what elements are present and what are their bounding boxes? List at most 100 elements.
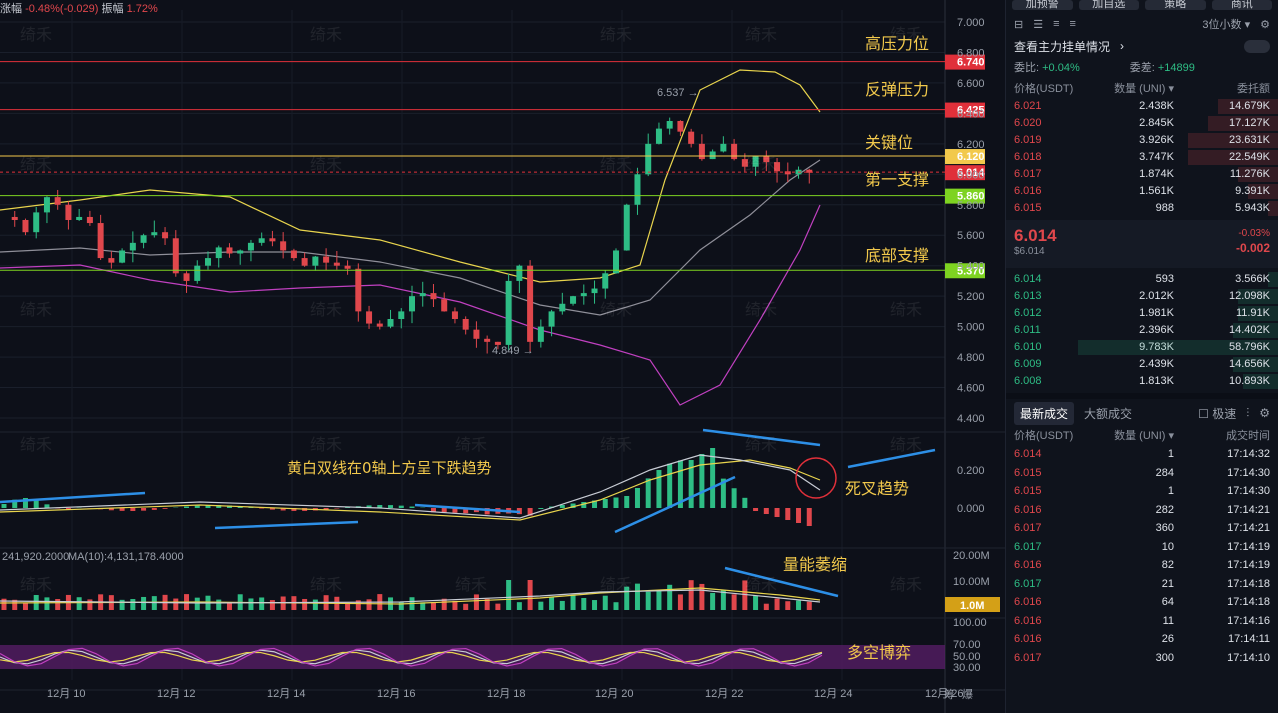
price-level-label: 6.120 (957, 151, 985, 163)
news-button[interactable]: 商讯 (1211, 0, 1272, 10)
strategy-button[interactable]: 策略 (1145, 0, 1206, 10)
watermark: 绮禾 (600, 300, 632, 319)
chart-area[interactable]: 6.740 6.425 6.120 6.014 5.860 5.370 7.000 6.80… (0, 0, 1005, 713)
date-label: 12月 14 (267, 688, 306, 700)
volume-bar (430, 601, 436, 610)
main-orders-link[interactable]: 查看主力挂单情况 › (1006, 34, 1278, 58)
bid-row[interactable]: 6.013 2.012K 12.098K (1006, 288, 1278, 305)
toggle-switch[interactable] (1244, 39, 1270, 53)
time: 17:14:19 (1227, 540, 1270, 553)
macd-histogram-bar (699, 454, 705, 508)
volume-bar (484, 598, 490, 610)
bollinger-upper (0, 69, 821, 283)
macd-histogram-bar (592, 500, 598, 508)
candle-body (419, 293, 426, 297)
watermark: 绮禾 (745, 575, 777, 594)
candle-body (65, 204, 72, 220)
settings-icon[interactable]: ⚙ (1260, 18, 1270, 31)
macd-dif-line (0, 454, 821, 519)
footer-label: 爆 (962, 687, 973, 701)
macd-histogram-bar (463, 508, 469, 514)
amount: 12.098K (1229, 290, 1270, 302)
date-label: 12月 26 (925, 688, 964, 700)
list-icon[interactable]: ☰ (1033, 18, 1044, 31)
price: 6.016 (1014, 596, 1042, 608)
volume-axis-label: 10.00M (953, 576, 990, 588)
ask-row[interactable]: 6.019 3.926K 23.631K (1006, 132, 1278, 149)
volume-bar (355, 600, 361, 610)
candle-body (441, 299, 448, 312)
watermark: 绮禾 (310, 155, 342, 174)
time: 17:14:16 (1227, 614, 1270, 627)
layout-icon[interactable]: ⊟ (1014, 18, 1024, 31)
decimals-select[interactable]: 3位小数 ▾ (1202, 19, 1251, 31)
volume-bar (602, 595, 608, 610)
price: 6.019 (1014, 134, 1042, 146)
buy-list-icon[interactable]: ≡ (1069, 18, 1076, 30)
header-qty[interactable]: 数量 (UNI) ▾ (1114, 83, 1174, 95)
price-axis-label: 5.000 (957, 322, 985, 334)
trade-row: 6.015 284 17:14:30 (1006, 464, 1278, 483)
candlestick-chart[interactable]: 6.740 6.425 6.120 6.014 5.860 5.370 7.000 6.80… (0, 0, 1005, 713)
settings-icon[interactable]: ⚙ (1259, 406, 1270, 420)
quantity: 1.874K (1139, 168, 1174, 180)
volume-bar (581, 598, 587, 610)
ask-row[interactable]: 6.017 1.874K 11.276K (1006, 166, 1278, 183)
bid-row[interactable]: 6.009 2.439K 14.656K (1006, 356, 1278, 373)
bid-row[interactable]: 6.011 2.396K 14.402K (1006, 322, 1278, 339)
add-alert-button[interactable]: 加预警 (1012, 0, 1073, 10)
quantity: 360 (1155, 522, 1174, 534)
quantity: 284 (1155, 466, 1174, 479)
macd-histogram-bar (806, 508, 812, 526)
candle-body (548, 311, 555, 327)
ask-row[interactable]: 6.015 988 5.943K (1006, 200, 1278, 217)
amount: 11.276K (1229, 168, 1270, 180)
trades-header-qty[interactable]: 数量 (UNI) ▾ (1114, 430, 1174, 442)
sell-list-icon[interactable]: ≡ (1053, 18, 1060, 30)
trade-row: 6.014 1 17:14:32 (1006, 445, 1278, 464)
ask-row[interactable]: 6.021 2.438K 14.679K (1006, 98, 1278, 115)
macd-histogram-bar (141, 508, 147, 511)
book-toolbar: ⊟ ☰ ≡ ≡ 3位小数 ▾ ⚙ (1006, 14, 1278, 34)
bid-row[interactable]: 6.008 1.813K 10.893K (1006, 373, 1278, 390)
ask-row[interactable]: 6.018 3.747K 22.549K (1006, 149, 1278, 166)
bid-row[interactable]: 6.010 9.783K 58.796K (1006, 339, 1278, 356)
filter-icon[interactable]: ⫶ (1246, 405, 1250, 420)
volume-bar (613, 602, 619, 610)
macd-histogram-bar (205, 505, 211, 508)
ask-row[interactable]: 6.020 2.845K 17.127K (1006, 115, 1278, 132)
price-level-tag (945, 54, 985, 70)
death-cross-circle (795, 457, 837, 499)
candle-body (366, 311, 373, 324)
time: 17:14:30 (1227, 466, 1270, 479)
price-axis-label: 6.800 (957, 47, 985, 59)
add-watchlist-button[interactable]: 加自选 (1078, 0, 1139, 10)
macd-histogram-bar (151, 508, 157, 510)
trade-row: 6.017 300 17:14:10 (1006, 649, 1278, 668)
macd-histogram-bar (280, 508, 286, 511)
candle-body (655, 128, 662, 144)
trades-header: 价格(USDT) 数量 (UNI) ▾ 成交时间 (1006, 427, 1278, 445)
volume-marker (945, 597, 1000, 612)
macd-histogram-bar (323, 508, 329, 510)
macd-histogram-bar (634, 488, 640, 508)
tab-latest-trades[interactable]: 最新成交 (1014, 401, 1075, 425)
volume-bar (44, 597, 50, 610)
amplitude-label: 振幅 (101, 3, 124, 15)
bid-row[interactable]: 6.012 1.981K 11.91K (1006, 305, 1278, 322)
candle-body (355, 268, 362, 312)
candle-body (430, 293, 437, 300)
amount: 17.127K (1229, 117, 1270, 129)
bid-row[interactable]: 6.014 593 3.566K (1006, 271, 1278, 288)
volume-ma10-label: MA(10):4,131,178.4000 (68, 551, 184, 563)
ask-row[interactable]: 6.016 1.561K 9.391K (1006, 183, 1278, 200)
macd-dea-line (0, 459, 821, 521)
tab-large-trades[interactable]: 大额成交 (1084, 406, 1133, 421)
volume-bar (570, 594, 576, 610)
macd-histogram-bar (559, 505, 565, 508)
kdj-zone (0, 645, 945, 669)
price-axis-label: 4.400 (957, 413, 985, 425)
macd-histogram-bar (452, 508, 458, 513)
macd-histogram-bar (44, 504, 50, 508)
fast-mode-checkbox[interactable]: ☐ 极速 (1198, 406, 1237, 421)
